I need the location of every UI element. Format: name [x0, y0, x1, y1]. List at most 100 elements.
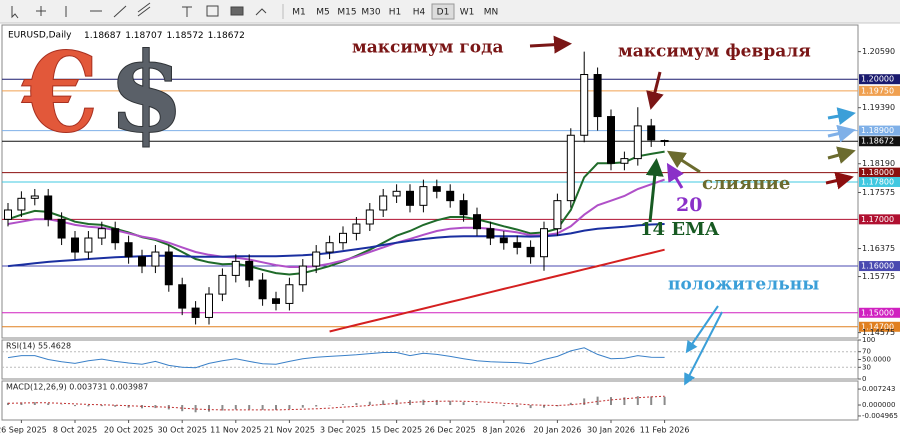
candle-body	[97, 228, 106, 239]
y-tick-label: 1.19390	[862, 103, 895, 112]
x-tick-label: 8 Oct 2025	[53, 426, 97, 435]
candle-body	[446, 190, 455, 202]
x-tick-label: 11 Feb 2026	[640, 426, 690, 435]
annotation: максимум февраля	[618, 42, 811, 62]
arrow	[646, 71, 664, 110]
rsi-pane	[1, 339, 859, 380]
x-tick-label: 11 Nov 2025	[210, 426, 261, 435]
candle-body	[44, 195, 53, 220]
level-label-bg	[859, 307, 900, 318]
candle-body	[285, 284, 294, 304]
candle-body	[419, 186, 428, 206]
candle-body	[513, 242, 522, 248]
y-tick-label: 1.17575	[862, 188, 895, 197]
y-tick-label: 1.16375	[862, 244, 895, 253]
trendline-tool[interactable]	[113, 5, 127, 18]
x-tick-label: 20 Oct 2025	[104, 426, 153, 435]
annotation: 14 EMA	[640, 219, 720, 240]
timeframe-button[interactable]: W1	[460, 8, 475, 18]
ohlc-value: 1.18572	[166, 31, 203, 41]
candle-body	[540, 228, 548, 258]
level-label: 1.17800	[861, 177, 894, 186]
candle-body	[593, 74, 602, 118]
macd-signal	[7, 395, 665, 411]
candle-body	[473, 214, 481, 230]
timeframe-button[interactable]: M1	[292, 8, 306, 18]
candle-body	[231, 260, 240, 276]
annotation: слияние	[702, 173, 790, 194]
timeframe-button[interactable]: M30	[361, 8, 380, 18]
candle-body	[30, 195, 39, 199]
level-label: 1.17000	[861, 215, 894, 224]
candle-body	[191, 307, 200, 318]
macd-pane	[1, 380, 859, 421]
arrow	[827, 107, 856, 126]
timeframe-button[interactable]: D1	[437, 8, 450, 18]
channel-tool[interactable]	[137, 2, 151, 17]
timeframe-button[interactable]: M5	[316, 8, 330, 18]
candle-body	[379, 195, 388, 211]
level-label: 1.15000	[861, 308, 894, 317]
candle-body	[365, 209, 374, 225]
candle-body	[124, 242, 133, 258]
level-label-bg	[859, 167, 900, 178]
level-label: 1.16000	[861, 262, 894, 271]
candle-body	[486, 228, 495, 239]
level-label: 1.14700	[861, 322, 894, 331]
ohlc-value: 1.18707	[125, 31, 162, 41]
candle-body	[138, 256, 146, 267]
candle-body	[352, 223, 361, 234]
level-label: 1.18900	[861, 126, 894, 135]
y-tick-label: -0.004965	[862, 412, 898, 420]
label-tool[interactable]	[206, 5, 219, 17]
price-axis: 1.20000 1.19750 1.18900 1.18672 1.180001.178…	[858, 47, 900, 337]
arrows-tool[interactable]	[255, 8, 267, 16]
x-tick-label: 26 Dec 2025	[425, 426, 476, 435]
candle-body	[205, 293, 213, 318]
candle-body	[566, 134, 575, 202]
candle-body	[499, 237, 508, 244]
candle-body	[553, 200, 562, 230]
indicator-title: MACD(12,26,9) 0.003731 0.003987	[6, 383, 148, 392]
y-tick-label: 1.15775	[862, 272, 895, 281]
level-label: 1.18000	[861, 168, 894, 177]
candle-body	[218, 274, 227, 295]
annotation: максимум года	[352, 38, 503, 58]
y-tick-label: 50.0000	[862, 356, 891, 364]
moving-average	[7, 223, 665, 268]
y-tick-label: 1.14575	[862, 328, 895, 337]
candle-body	[660, 140, 669, 143]
candle-body	[607, 116, 615, 164]
arrow	[685, 305, 719, 354]
level-label: 1.18672	[861, 137, 894, 146]
arrow	[827, 124, 856, 143]
level-label-bg	[859, 321, 900, 332]
candle-body	[312, 251, 321, 267]
shapes-tool[interactable]	[230, 6, 244, 16]
timeframe-button[interactable]: M15	[337, 8, 356, 18]
candle-body	[339, 232, 347, 244]
y-tick-label: 30	[862, 363, 871, 371]
candle-body	[164, 251, 173, 286]
candle-body	[272, 298, 280, 304]
level-label-bg	[859, 261, 900, 272]
x-tick-label: 3 Dec 2025	[320, 426, 366, 435]
arrow	[529, 35, 572, 54]
y-tick-label: 1.20590	[862, 47, 895, 56]
timeframe-button[interactable]: MN	[484, 8, 499, 18]
level-label-bg	[859, 176, 900, 187]
cursor-tool[interactable]	[11, 6, 19, 19]
ohlc-value: 1.18672	[208, 31, 245, 41]
euro-logo: €	[21, 28, 99, 157]
text-tool[interactable]	[182, 6, 192, 17]
timeframe-button[interactable]: H1	[389, 8, 402, 18]
level-label-bg	[859, 214, 900, 225]
timeframe-button[interactable]: H4	[413, 8, 426, 18]
annotation: положительны	[668, 275, 819, 295]
candle-body	[258, 279, 267, 300]
arrow	[666, 150, 701, 174]
crosshair-tool[interactable]	[36, 6, 46, 16]
y-tick-label: 0.000000	[862, 401, 895, 409]
arrow	[666, 162, 684, 189]
